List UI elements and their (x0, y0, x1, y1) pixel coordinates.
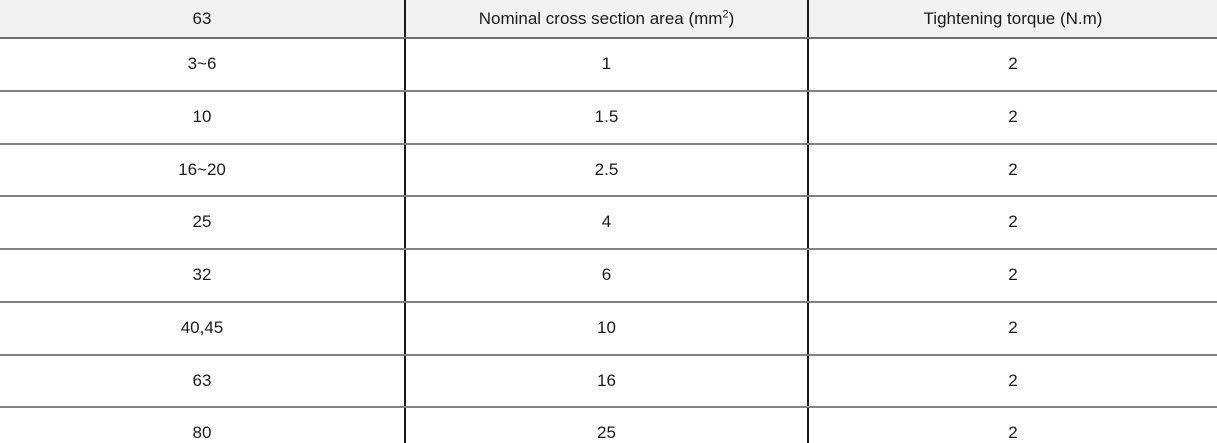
table-row: 80 25 2 (0, 407, 1217, 443)
cell-torque: 2 (807, 407, 1217, 443)
cell-torque: 2 (807, 354, 1217, 409)
cell-rated-current: 40,45 (0, 301, 405, 356)
cell-cross-section: 10 (404, 301, 808, 356)
cell-rated-current: 3~6 (0, 38, 405, 92)
superscript-two: 2 (722, 8, 729, 21)
cell-cross-section: 4 (404, 196, 808, 250)
column-header-tightening-torque: Tightening torque (N.m) (807, 0, 1217, 39)
cell-rated-current: 10 (0, 90, 405, 145)
cell-torque: 2 (807, 38, 1217, 92)
column-header-nominal-cross-section-area: Nominal cross section area (mm2) (404, 0, 808, 39)
column-header-rated-current: 63 (0, 0, 405, 39)
table-row: 3~6 1 2 (0, 38, 1217, 92)
cell-cross-section: 6 (404, 249, 808, 303)
table-row: 63 16 2 (0, 354, 1217, 409)
cell-cross-section: 1 (404, 38, 808, 92)
table-body: 3~6 1 2 10 1.5 2 16~20 2.5 2 25 4 2 32 6 (0, 38, 1217, 443)
header-label-suffix: ) (728, 9, 735, 28)
table-header: 63 Nominal cross section area (mm2) Tigh… (0, 0, 1217, 39)
cell-rated-current: 16~20 (0, 143, 405, 198)
table-row: 32 6 2 (0, 249, 1217, 303)
cell-rated-current: 63 (0, 354, 405, 409)
cell-rated-current: 80 (0, 407, 405, 443)
cell-torque: 2 (807, 301, 1217, 356)
table-row: 25 4 2 (0, 196, 1217, 250)
column-header-rated-current-label: 63 (192, 9, 212, 28)
cell-cross-section: 2.5 (404, 143, 808, 198)
column-header-tightening-torque-label: Tightening torque (N.m) (923, 9, 1103, 28)
cell-cross-section: 25 (404, 407, 808, 443)
column-header-nominal-cross-section-area-label: Nominal cross section area (mm2) (479, 9, 735, 28)
table-row: 10 1.5 2 (0, 90, 1217, 145)
cell-torque: 2 (807, 143, 1217, 198)
cell-torque: 2 (807, 90, 1217, 145)
table-row: 40,45 10 2 (0, 301, 1217, 356)
header-label-prefix: Nominal cross section area (mm (478, 9, 723, 28)
cell-torque: 2 (807, 249, 1217, 303)
cell-cross-section: 1.5 (404, 90, 808, 145)
table-header-row: 63 Nominal cross section area (mm2) Tigh… (0, 0, 1217, 39)
cell-cross-section: 16 (404, 354, 808, 409)
cell-torque: 2 (807, 196, 1217, 250)
cell-rated-current: 25 (0, 196, 405, 250)
table-row: 16~20 2.5 2 (0, 143, 1217, 198)
cell-rated-current: 32 (0, 249, 405, 303)
